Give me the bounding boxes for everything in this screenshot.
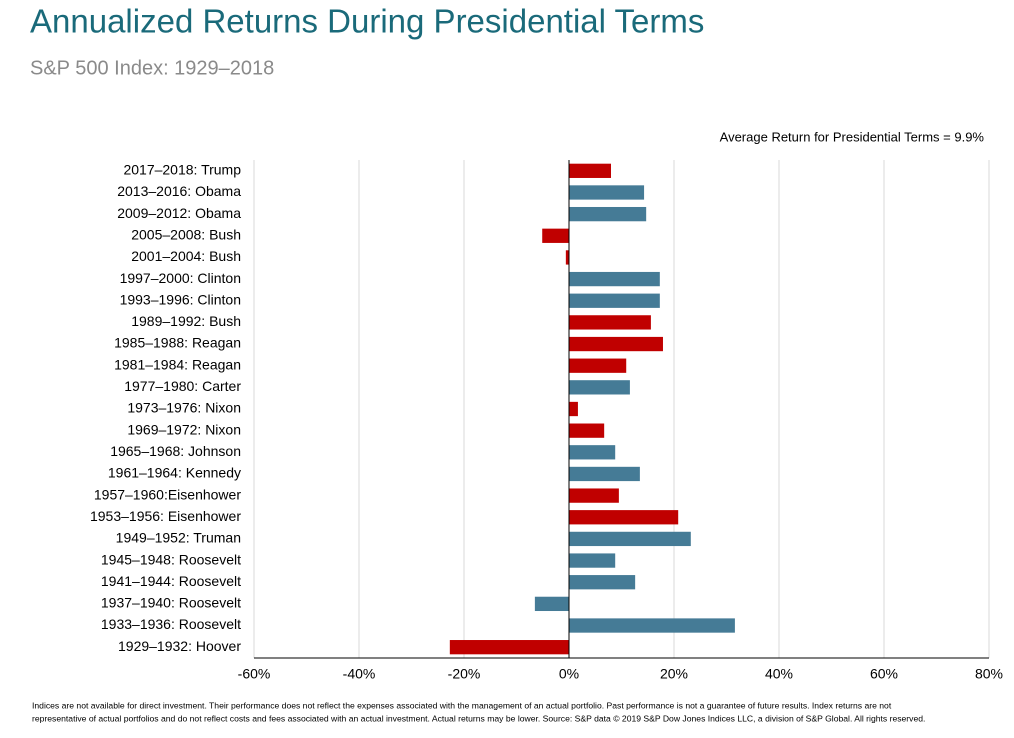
bar	[449, 640, 569, 655]
bar	[565, 250, 569, 265]
bar	[569, 401, 578, 417]
bar	[569, 358, 627, 373]
bar	[569, 618, 735, 633]
bar	[569, 531, 691, 547]
bar	[569, 423, 605, 438]
bar	[569, 336, 663, 352]
bar	[569, 445, 616, 460]
bar	[569, 206, 647, 222]
y-tick-label: 1993–1996: Clinton	[120, 291, 241, 307]
y-tick-label: 1957–1960:Eisenhower	[94, 486, 241, 502]
y-tick-label: 2005–2008: Bush	[131, 226, 241, 242]
x-tick-label: -40%	[343, 666, 376, 682]
y-tick-label: 1945–1948: Roosevelt	[101, 551, 241, 567]
x-tick-label: 40%	[765, 666, 793, 682]
bar	[569, 163, 611, 178]
y-tick-label: 1949–1952: Truman	[116, 530, 241, 546]
y-tick-label: 2001–2004: Bush	[131, 248, 241, 264]
bar	[569, 271, 660, 287]
annotation: Average Return for Presidential Terms = …	[720, 129, 985, 144]
y-tick-label: 1965–1968: Johnson	[110, 443, 241, 459]
footnote: representative of actual portfolios and …	[32, 713, 925, 723]
y-tick-label: 1933–1936: Roosevelt	[101, 616, 241, 632]
x-tick-label: 80%	[975, 666, 1003, 682]
chart-subtitle: S&P 500 Index: 1929–2018	[30, 57, 274, 79]
x-tick-label: 20%	[660, 666, 688, 682]
chart-title: Annualized Returns During Presidential T…	[30, 3, 704, 40]
x-tick-label: 60%	[870, 666, 898, 682]
y-tick-label: 1941–1944: Roosevelt	[101, 573, 241, 589]
y-tick-label: 1961–1964: Kennedy	[108, 465, 241, 481]
y-tick-label: 1973–1976: Nixon	[127, 400, 241, 416]
x-tick-label: -20%	[448, 666, 481, 682]
bar	[569, 185, 645, 200]
y-tick-label: 1989–1992: Bush	[131, 313, 241, 329]
y-tick-label: 2009–2012: Obama	[117, 205, 241, 221]
x-tick-label: 0%	[559, 666, 579, 682]
y-tick-label: 1997–2000: Clinton	[120, 270, 241, 286]
y-tick-label: 1969–1972: Nixon	[127, 421, 241, 437]
bar	[542, 228, 569, 243]
footnote: Indices are not available for direct inv…	[32, 700, 892, 710]
y-tick-label: 1937–1940: Roosevelt	[101, 595, 241, 611]
y-tick-label: 1953–1956: Eisenhower	[90, 508, 241, 524]
y-tick-label: 1929–1932: Hoover	[118, 638, 241, 654]
y-tick-label: 1977–1980: Carter	[124, 378, 241, 394]
bar	[569, 510, 679, 525]
y-tick-label: 2017–2018: Trump	[123, 162, 241, 178]
bar	[569, 488, 619, 503]
bar	[569, 575, 636, 590]
bar	[569, 315, 651, 330]
bar	[569, 293, 660, 308]
y-tick-label: 2013–2016: Obama	[117, 183, 241, 199]
y-tick-label: 1985–1988: Reagan	[114, 335, 241, 351]
y-tick-label: 1981–1984: Reagan	[114, 356, 241, 372]
bar	[569, 466, 640, 482]
bar	[534, 596, 569, 612]
x-tick-label: -60%	[238, 666, 271, 682]
bar	[569, 553, 616, 568]
bar	[569, 380, 630, 395]
